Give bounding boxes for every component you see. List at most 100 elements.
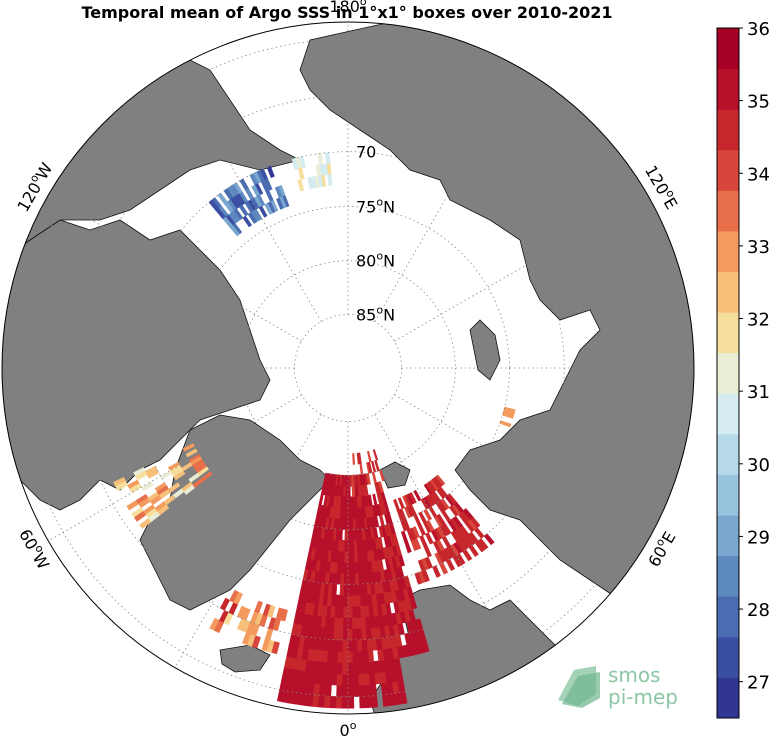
colorbar-segment bbox=[717, 636, 739, 678]
logo-line1: smos bbox=[608, 663, 661, 687]
sss-box bbox=[173, 470, 186, 481]
colorbar-segment bbox=[717, 677, 739, 719]
colorbar-segment bbox=[717, 433, 739, 475]
sss-box bbox=[271, 641, 280, 655]
sss-box bbox=[297, 179, 304, 192]
sss-box bbox=[264, 202, 273, 215]
colorbar-tick-label: 32 bbox=[747, 310, 770, 331]
sss-box bbox=[345, 496, 349, 509]
sss-box bbox=[276, 197, 284, 210]
colorbar-segments bbox=[717, 28, 739, 719]
sss-box bbox=[229, 225, 240, 237]
colorbar-segment bbox=[717, 190, 739, 232]
colorbar-segment bbox=[717, 312, 739, 354]
sss-box bbox=[435, 474, 446, 486]
logo-mark-icon bbox=[558, 666, 600, 708]
sss-box bbox=[185, 448, 198, 458]
colorbar-tick-label: 29 bbox=[747, 527, 770, 548]
meridian-line bbox=[12, 174, 302, 342]
latitude-label: 85oN bbox=[356, 303, 395, 324]
logo-line2: pi-mep bbox=[608, 685, 678, 709]
latitude-label: 75oN bbox=[356, 195, 395, 216]
map-boundary bbox=[1, 21, 695, 715]
sss-data-layer bbox=[113, 152, 516, 709]
sss-box bbox=[233, 591, 243, 605]
sss-box bbox=[397, 497, 405, 509]
sss-box bbox=[503, 406, 516, 413]
sss-box bbox=[372, 449, 379, 461]
latitude-labels: 70 75oN 80oN 85oN bbox=[356, 143, 395, 325]
sss-box bbox=[267, 605, 276, 618]
colorbar-tick-label: 31 bbox=[747, 382, 770, 403]
sss-box bbox=[413, 489, 422, 502]
colorbar-segment bbox=[717, 271, 739, 313]
sss-box bbox=[168, 482, 181, 493]
colorbar-frame bbox=[716, 27, 740, 719]
smos-pi-mep-logo: smos pi-mep bbox=[558, 663, 678, 709]
sss-box bbox=[241, 607, 251, 621]
colorbar-segment bbox=[717, 596, 739, 638]
meridian-line bbox=[374, 32, 542, 322]
latitude-label: 80oN bbox=[356, 250, 395, 271]
sss-box bbox=[357, 474, 361, 487]
sss-box bbox=[366, 450, 372, 463]
sss-box bbox=[436, 513, 446, 526]
land-greenland bbox=[139, 414, 331, 611]
land-canadian-archipelago bbox=[2, 219, 271, 511]
sss-box bbox=[358, 452, 362, 465]
sss-box bbox=[367, 494, 373, 507]
colorbar-tick-label: 27 bbox=[747, 673, 770, 694]
sss-box bbox=[446, 493, 457, 505]
meridian-line bbox=[374, 414, 542, 704]
sss-box bbox=[258, 205, 268, 218]
colorbar-segment bbox=[717, 68, 739, 110]
land-novaya-zemlya bbox=[469, 319, 501, 381]
colorbar-segment bbox=[717, 28, 739, 70]
latitude-circle bbox=[240, 260, 456, 476]
meridian-line bbox=[394, 394, 684, 562]
sss-box bbox=[247, 212, 258, 224]
colorbar-segment bbox=[717, 109, 739, 151]
latitude-circle bbox=[186, 206, 510, 530]
sss-box bbox=[182, 443, 195, 452]
colorbar-tick-label: 33 bbox=[747, 237, 770, 258]
colorbar-tick-label: 30 bbox=[747, 455, 770, 476]
latitude-circle bbox=[75, 95, 621, 641]
colorbar-ticks: 27 28 29 30 31 32 33 34 35 36 bbox=[739, 19, 770, 694]
sss-box bbox=[146, 469, 160, 479]
sss-box bbox=[327, 174, 333, 187]
sss-box bbox=[378, 481, 384, 493]
sss-box bbox=[499, 420, 512, 428]
colorbar-tick-label: 35 bbox=[747, 92, 770, 113]
sss-box bbox=[372, 493, 378, 506]
sss-box bbox=[197, 466, 209, 477]
sss-box bbox=[242, 215, 253, 228]
colorbar-segment bbox=[717, 352, 739, 394]
colorbar-tick-label: 34 bbox=[747, 164, 770, 185]
sss-box bbox=[379, 469, 385, 482]
sss-box bbox=[408, 492, 417, 504]
sss-box bbox=[415, 618, 424, 632]
sss-box bbox=[364, 484, 369, 497]
sss-box bbox=[393, 498, 400, 511]
colorbar-segment bbox=[717, 555, 739, 597]
longitude-label: 180o bbox=[329, 0, 367, 16]
colorbar-tick-label: 28 bbox=[747, 600, 770, 621]
colorbar-segment bbox=[717, 515, 739, 557]
sss-box bbox=[418, 511, 427, 524]
sss-box bbox=[251, 635, 261, 649]
sss-box bbox=[353, 474, 357, 487]
meridian-line bbox=[12, 394, 302, 562]
sss-box bbox=[201, 471, 213, 482]
sss-box bbox=[307, 176, 314, 190]
sss-box bbox=[254, 600, 263, 614]
colorbar-segment bbox=[717, 149, 739, 191]
sss-box bbox=[432, 565, 441, 578]
latitude-label: 70 bbox=[356, 143, 376, 162]
longitude-label: 0o bbox=[340, 719, 357, 740]
sss-box bbox=[280, 608, 288, 622]
sss-box bbox=[412, 526, 420, 539]
sss-box bbox=[157, 504, 170, 516]
